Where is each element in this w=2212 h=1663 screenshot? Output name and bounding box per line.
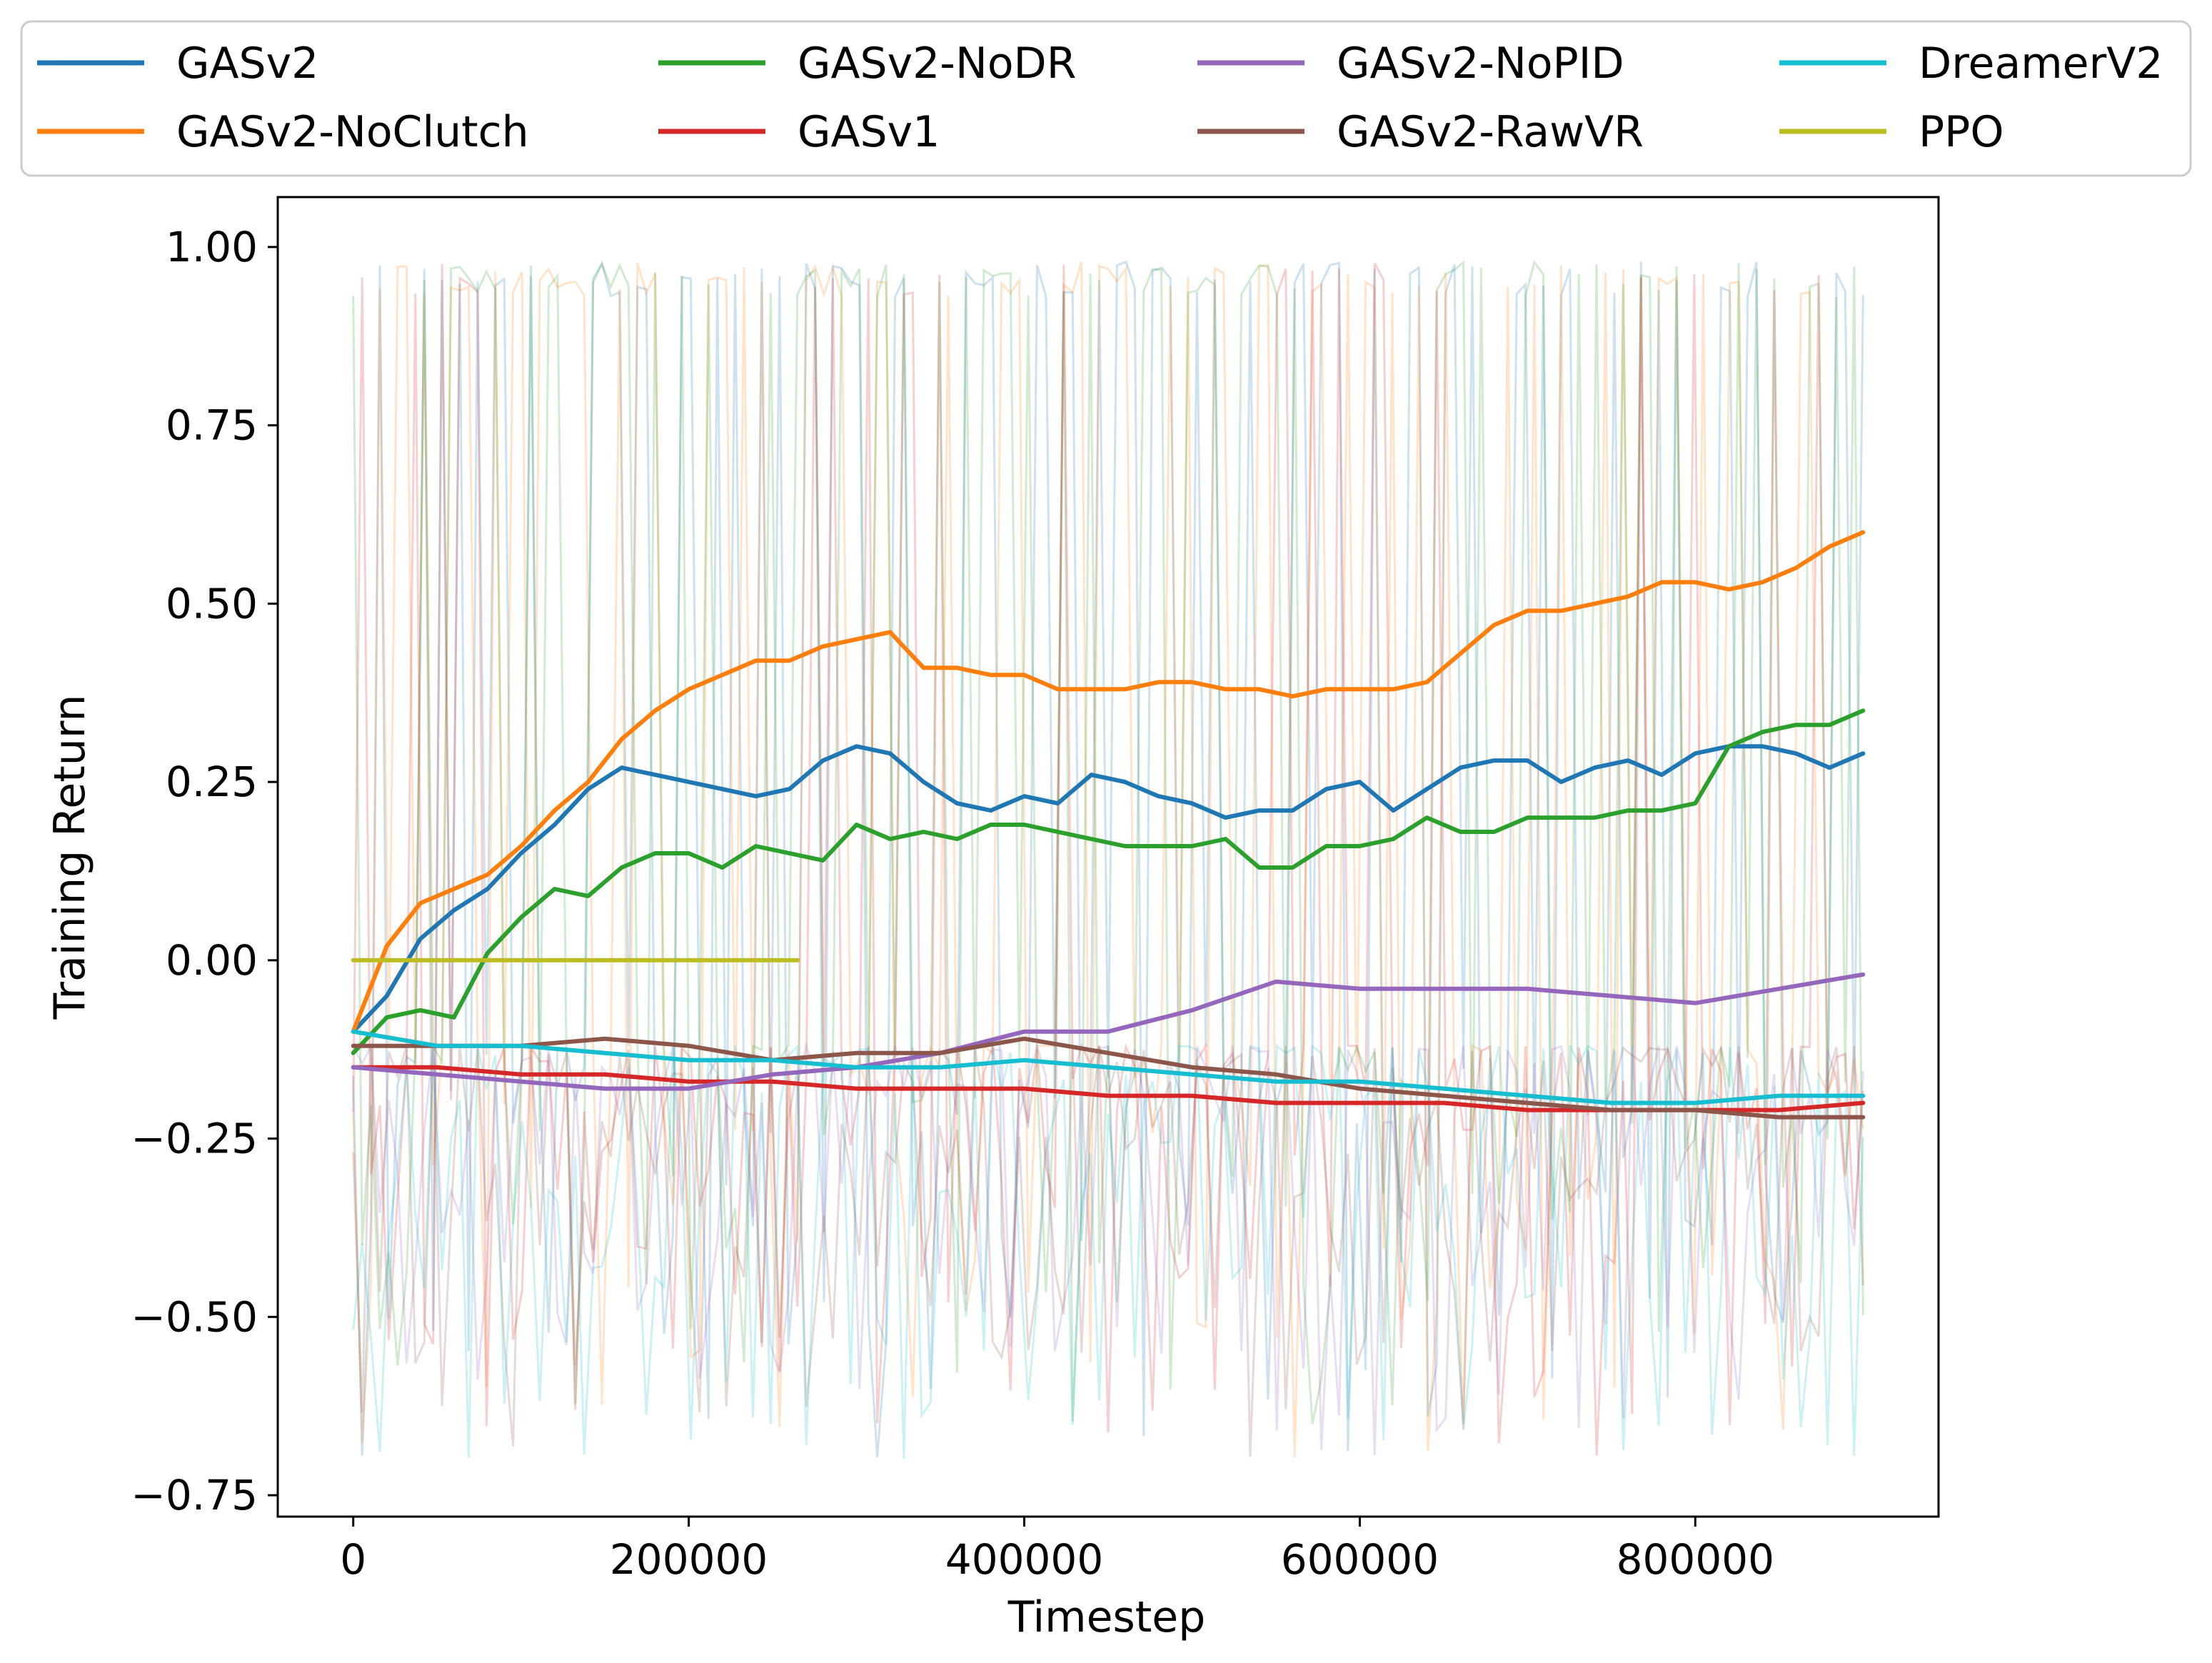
x-axis-label: Timestep <box>1007 1592 1206 1642</box>
x-tick-label: 400000 <box>945 1535 1103 1584</box>
x-axis: 0 200000 400000 600000 800000 <box>340 1517 1774 1584</box>
legend-box <box>20 20 2192 177</box>
raw-returns-trace <box>352 261 1864 1458</box>
raw-returns-layer <box>352 259 1864 1459</box>
raw-returns-trace <box>352 1041 1864 1456</box>
y-tick-label: 0.25 <box>166 758 258 806</box>
legend-label: GASv1 <box>798 107 940 157</box>
legend: GASv2 GASv2-NoClutch GASv2-NoDR GASv1 GASv2-… <box>37 39 2163 157</box>
series-line <box>351 708 1866 1055</box>
series-layer <box>351 530 1866 1120</box>
x-tick-label: 0 <box>340 1535 366 1584</box>
y-tick-label: −0.75 <box>131 1471 258 1519</box>
series-line <box>351 1029 1866 1105</box>
y-tick-label: 1.00 <box>166 223 258 271</box>
raw-returns-trace <box>352 260 1864 1457</box>
y-tick-label: 0.00 <box>166 936 258 985</box>
y-tick-label: 0.75 <box>166 401 258 450</box>
y-tick-label: 0.50 <box>166 579 258 628</box>
series-line <box>351 744 1866 1034</box>
y-axis: 1.00 0.75 0.50 0.25 0.00 −0.25 −0.50 −0.75 <box>131 223 278 1519</box>
legend-label: DreamerV2 <box>1919 39 2163 89</box>
x-tick-label: 600000 <box>1281 1535 1439 1584</box>
y-axis-label: Training Return <box>45 695 95 1020</box>
y-tick-label: −0.25 <box>131 1115 258 1163</box>
x-tick-label: 200000 <box>610 1535 768 1584</box>
legend-label: GASv2-NoClutch <box>176 107 529 157</box>
raw-returns-trace <box>352 259 1864 1425</box>
legend-label: GASv2-RawVR <box>1337 107 1644 157</box>
x-tick-label: 800000 <box>1617 1535 1774 1584</box>
series-line <box>351 530 1866 1034</box>
raw-returns-trace <box>352 262 1864 1456</box>
raw-returns-trace <box>352 1043 1864 1459</box>
legend-label: GASv2-NoPID <box>1337 39 1624 89</box>
legend-label: GASv2 <box>176 39 318 89</box>
plot-frame <box>276 196 1940 1518</box>
series-line <box>351 1036 1866 1120</box>
legend-label: PPO <box>1919 107 2004 157</box>
legend-label: GASv2-NoDR <box>798 39 1076 89</box>
y-tick-label: −0.50 <box>131 1292 258 1341</box>
series-line <box>351 972 1866 1091</box>
